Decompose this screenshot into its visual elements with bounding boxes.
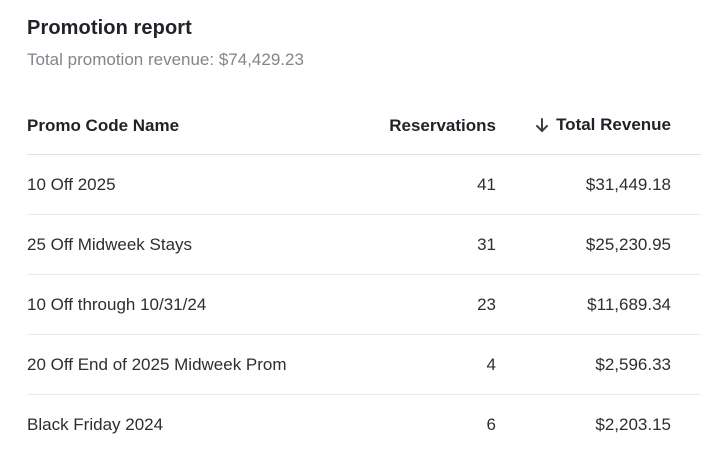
column-header-label: Total Revenue — [556, 114, 671, 134]
total-revenue-cell: $31,449.18 — [496, 154, 671, 215]
table-row[interactable]: Black Friday 2024 6 $2,203.15 — [27, 395, 701, 450]
total-revenue-cell: $2,596.33 — [496, 334, 671, 395]
table-header-row: Promo Code Name Reservations Total Reven… — [27, 98, 701, 155]
reservations-cell: 31 — [357, 214, 496, 275]
promo-code-name-cell: 10 Off 2025 — [27, 154, 357, 215]
page-title: Promotion report — [27, 17, 192, 39]
promo-code-name-cell: 10 Off through 10/31/24 — [27, 274, 357, 335]
column-header-promo-code-name[interactable]: Promo Code Name — [27, 98, 357, 155]
table-row[interactable]: 10 Off 2025 41 $31,449.18 — [27, 154, 701, 215]
promo-code-name-cell: 25 Off Midweek Stays — [27, 214, 357, 275]
table-row[interactable]: 10 Off through 10/31/24 23 $11,689.34 — [27, 274, 701, 335]
promo-code-name-cell: 20 Off End of 2025 Midweek Prom — [27, 334, 357, 395]
table-row[interactable]: 25 Off Midweek Stays 31 $25,230.95 — [27, 214, 701, 275]
row-spacer — [671, 214, 701, 275]
reservations-cell: 23 — [357, 274, 496, 335]
column-header-label: Promo Code Name — [27, 116, 180, 135]
column-header-reservations[interactable]: Reservations — [357, 98, 496, 155]
row-spacer — [671, 274, 701, 335]
total-revenue-cell: $25,230.95 — [496, 214, 671, 275]
column-header-label: Reservations — [389, 116, 496, 135]
reservations-cell: 4 — [357, 334, 496, 395]
row-spacer — [671, 395, 701, 450]
arrow-down-icon — [535, 117, 549, 133]
row-spacer — [671, 154, 701, 215]
promo-code-name-cell: Black Friday 2024 — [27, 414, 164, 434]
column-header-total-revenue[interactable]: Total Revenue — [496, 98, 671, 155]
sort-control[interactable]: Total Revenue — [535, 115, 671, 135]
total-revenue-cell: $11,689.34 — [496, 274, 671, 335]
header-spacer — [671, 98, 701, 155]
total-revenue-cell: $2,203.15 — [595, 414, 671, 434]
reservations-cell: 41 — [357, 154, 496, 215]
table-row[interactable]: 20 Off End of 2025 Midweek Prom 4 $2,596.3… — [27, 334, 701, 395]
promotion-table: Promo Code Name Reservations Total Reven… — [27, 98, 701, 450]
total-revenue-summary: Total promotion revenue: $74,429.23 — [27, 50, 304, 69]
row-spacer — [671, 334, 701, 395]
reservations-cell: 6 — [486, 414, 496, 434]
